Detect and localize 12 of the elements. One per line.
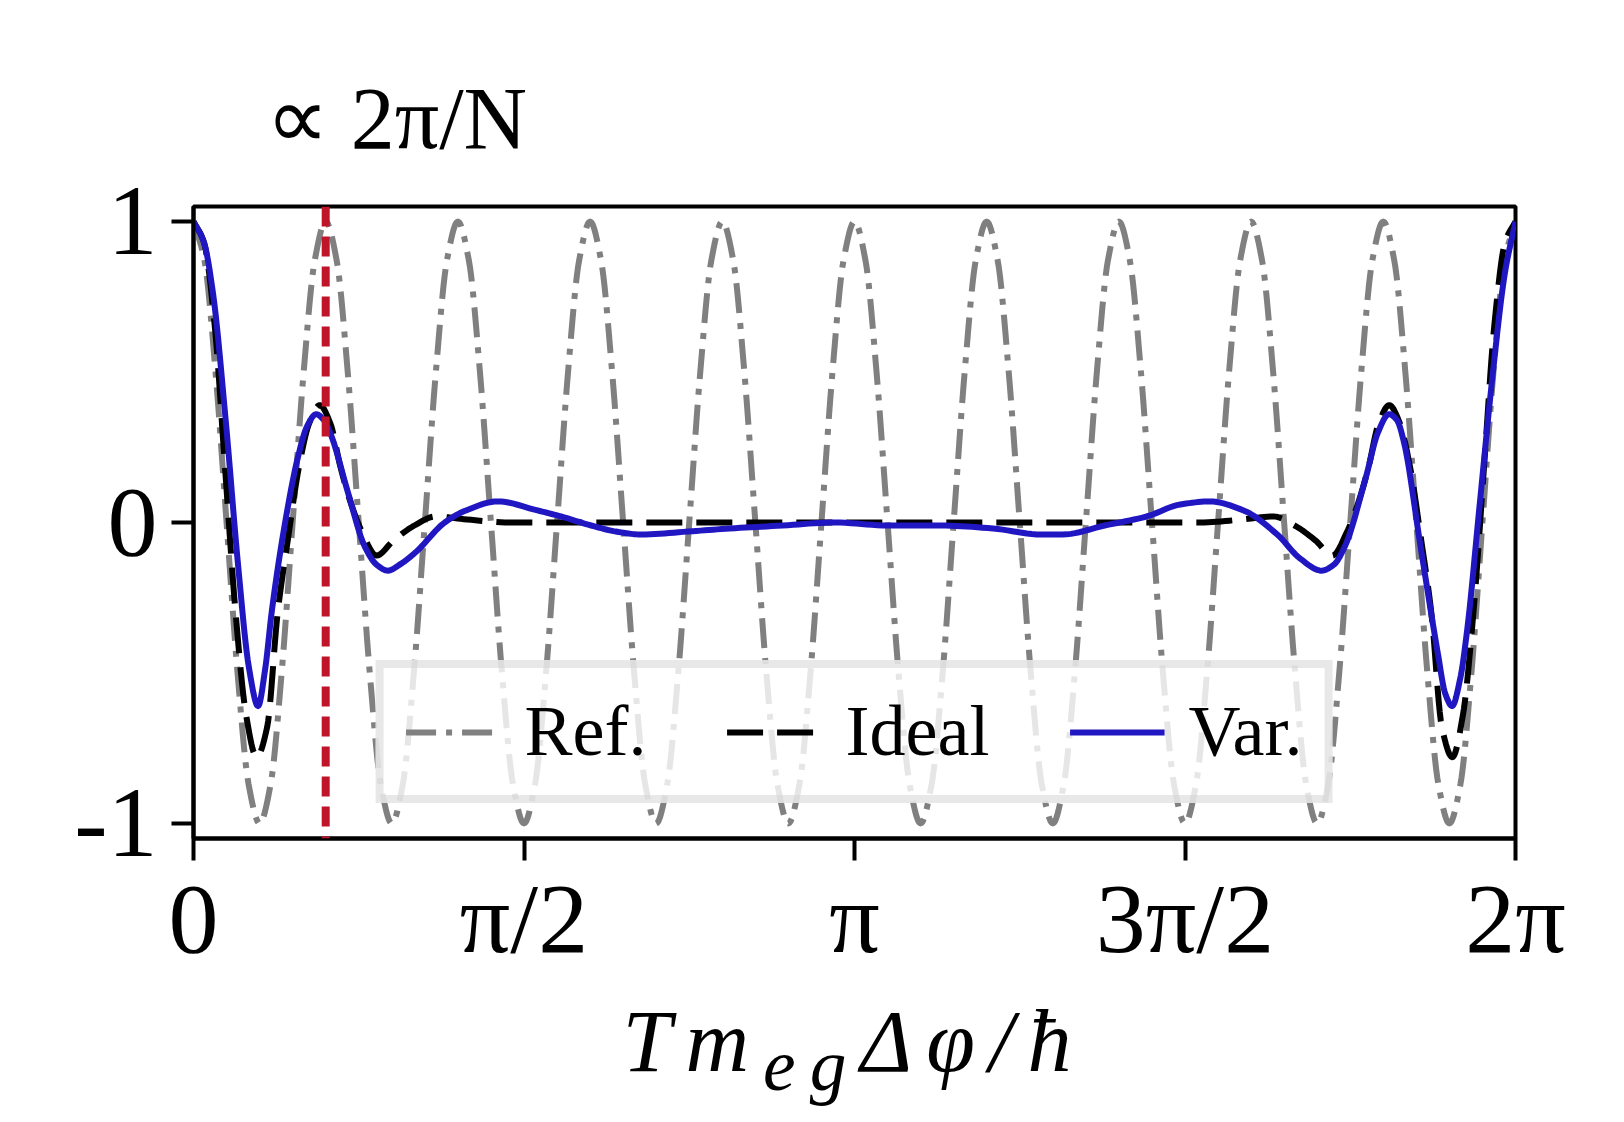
x-tick-label: π/2 (459, 862, 589, 974)
x-tick-label: 3π/2 (1095, 862, 1275, 974)
legend-label: Var. (1188, 690, 1303, 773)
x-axis-title: Tm$_{eg}$Δφ/ħ (621, 992, 1087, 1107)
ref-line-label: ∝ 2π/N (265, 69, 528, 167)
x-tick-label: π (829, 862, 880, 974)
legend-label: Ref. (524, 690, 647, 773)
y-tick-label: 0 (107, 466, 158, 577)
y-tick-label: 1 (107, 165, 158, 277)
x-tick-label: 2π (1465, 862, 1566, 974)
y-tick-label: -1 (74, 766, 158, 878)
legend-label: Ideal (845, 690, 990, 773)
